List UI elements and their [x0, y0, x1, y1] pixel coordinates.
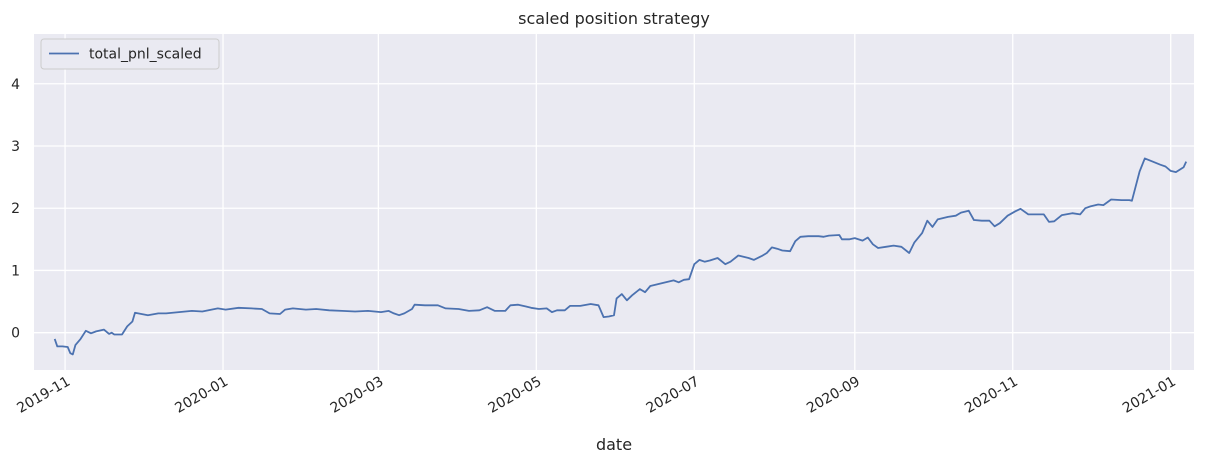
legend: total_pnl_scaled: [40, 38, 220, 70]
x-tick-label: 2020-03: [328, 374, 387, 417]
x-tick-labels: 2019-11 2020-01 2020-03 2020-05 2020-07 2020-…: [14, 374, 1178, 417]
x-tick-label: 2019-11: [14, 374, 73, 417]
series-line-total-pnl-scaled: [53, 157, 1188, 356]
y-tick-labels: 0 1 2 3 4: [11, 77, 20, 342]
y-tick-label: 4: [11, 77, 20, 93]
y-tick-label: 2: [11, 201, 20, 217]
legend-label: total_pnl_scaled: [89, 47, 202, 63]
x-gridlines: [64, 34, 1172, 370]
x-tick-label: 2020-07: [644, 374, 703, 417]
chart-title: scaled position strategy: [518, 9, 710, 28]
y-tick-label: 0: [11, 326, 20, 342]
x-tick-label: 2020-09: [804, 374, 863, 417]
x-tick-label: 2020-05: [486, 374, 545, 417]
x-tick-label: 2020-11: [962, 374, 1021, 417]
y-gridlines: [34, 83, 1194, 334]
legend-box: [40, 38, 220, 70]
y-tick-label: 1: [11, 263, 20, 279]
y-tick-label: 3: [11, 139, 20, 155]
x-tick-label: 2020-01: [172, 374, 231, 417]
x-axis-label: date: [596, 435, 632, 454]
x-tick-label: 2021-01: [1120, 374, 1179, 417]
